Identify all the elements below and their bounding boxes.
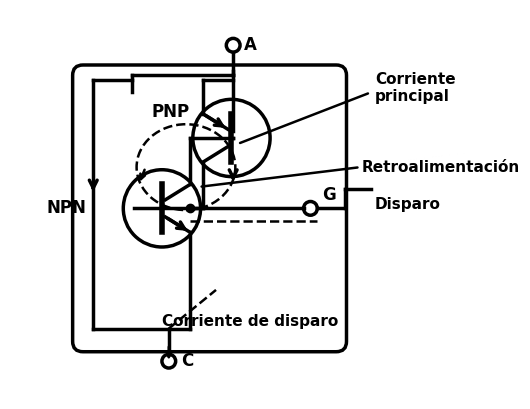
Text: NPN: NPN: [46, 199, 86, 217]
Text: G: G: [322, 186, 336, 204]
Text: Retroalimentación: Retroalimentación: [362, 160, 520, 175]
Text: Corriente
principal: Corriente principal: [375, 72, 455, 104]
Text: PNP: PNP: [152, 103, 190, 121]
Text: Disparo: Disparo: [375, 198, 441, 212]
Text: Corriente de disparo: Corriente de disparo: [162, 314, 339, 329]
Text: C: C: [181, 352, 193, 370]
Text: A: A: [243, 36, 257, 54]
